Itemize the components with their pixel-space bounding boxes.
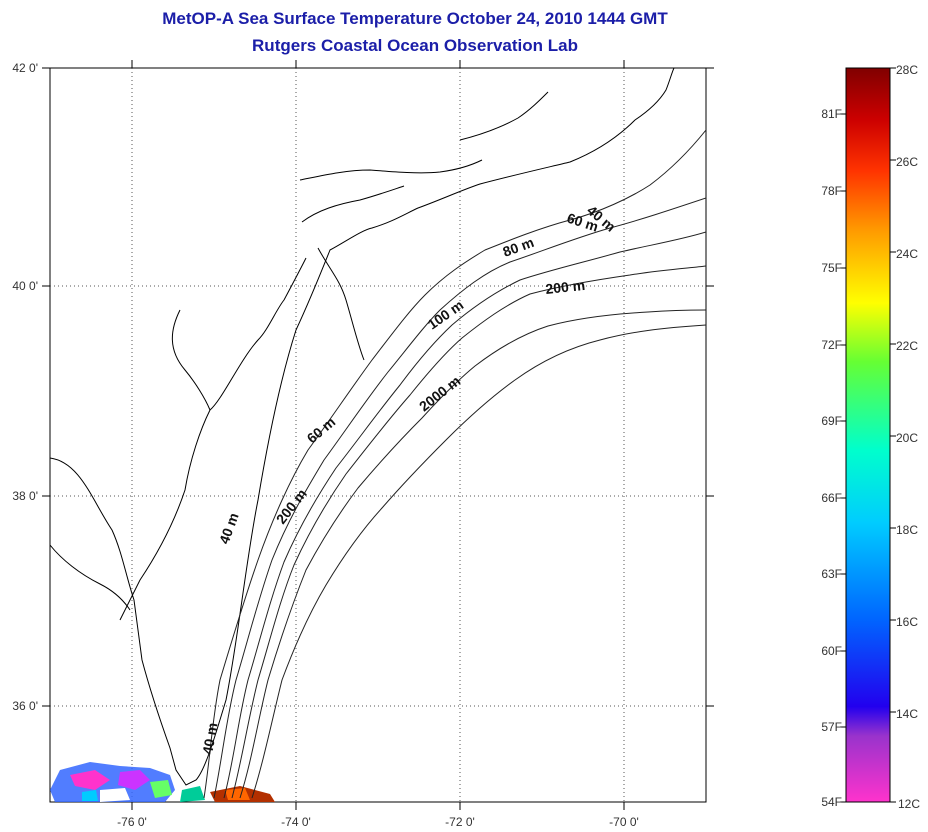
- colorbar-celsius-label: 14C: [896, 707, 918, 721]
- colorbar-fahrenheit-label: 63F: [821, 567, 842, 581]
- bathymetry-contours: [203, 129, 706, 799]
- coastline: [50, 68, 675, 786]
- y-tick-label: 40 0': [12, 279, 38, 293]
- contour-label: 200 m: [545, 277, 586, 297]
- contour-label: 40 m: [199, 721, 220, 755]
- colorbar-fahrenheit-label: 81F: [821, 107, 842, 121]
- colorbar-fahrenheit-label: 69F: [821, 414, 842, 428]
- colorbar-fahrenheit-label: 78F: [821, 184, 842, 198]
- grid-lines: [50, 68, 706, 802]
- colorbar-celsius-label: 18C: [896, 523, 918, 537]
- colorbar-celsius-label: 28C: [896, 63, 918, 77]
- colorbar-celsius-label: 12C: [898, 797, 920, 811]
- colorbar-fahrenheit-label: 66F: [821, 491, 842, 505]
- x-tick-label: -72 0': [445, 815, 475, 829]
- colorbar: [845, 67, 891, 803]
- colorbar-fahrenheit-label: 60F: [821, 644, 842, 658]
- chart-subtitle: Rutgers Coastal Ocean Observation Lab: [252, 36, 578, 55]
- colorbar-fahrenheit-label: 72F: [821, 338, 842, 352]
- colorbar-ticks: [840, 67, 896, 803]
- x-tick-label: -76 0': [117, 815, 147, 829]
- colorbar-celsius-label: 24C: [896, 247, 918, 261]
- colorbar-celsius-label: 22C: [896, 339, 918, 353]
- sst-data-patch: [50, 762, 275, 802]
- colorbar-fahrenheit-label: 75F: [821, 261, 842, 275]
- x-tick-label: -74 0': [281, 815, 311, 829]
- colorbar-celsius-label: 26C: [896, 155, 918, 169]
- y-tick-label: 38 0': [12, 489, 38, 503]
- y-tick-label: 36 0': [12, 699, 38, 713]
- colorbar-celsius-label: 16C: [896, 615, 918, 629]
- chart-title: MetOP-A Sea Surface Temperature October …: [162, 9, 668, 28]
- colorbar-fahrenheit-label: 54F: [821, 795, 842, 809]
- y-tick-label: 42 0': [12, 61, 38, 75]
- x-tick-label: -70 0': [609, 815, 639, 829]
- axis-ticks: [42, 60, 714, 810]
- colorbar-fahrenheit-label: 57F: [821, 720, 842, 734]
- map-frame: [49, 67, 707, 803]
- colorbar-celsius-label: 20C: [896, 431, 918, 445]
